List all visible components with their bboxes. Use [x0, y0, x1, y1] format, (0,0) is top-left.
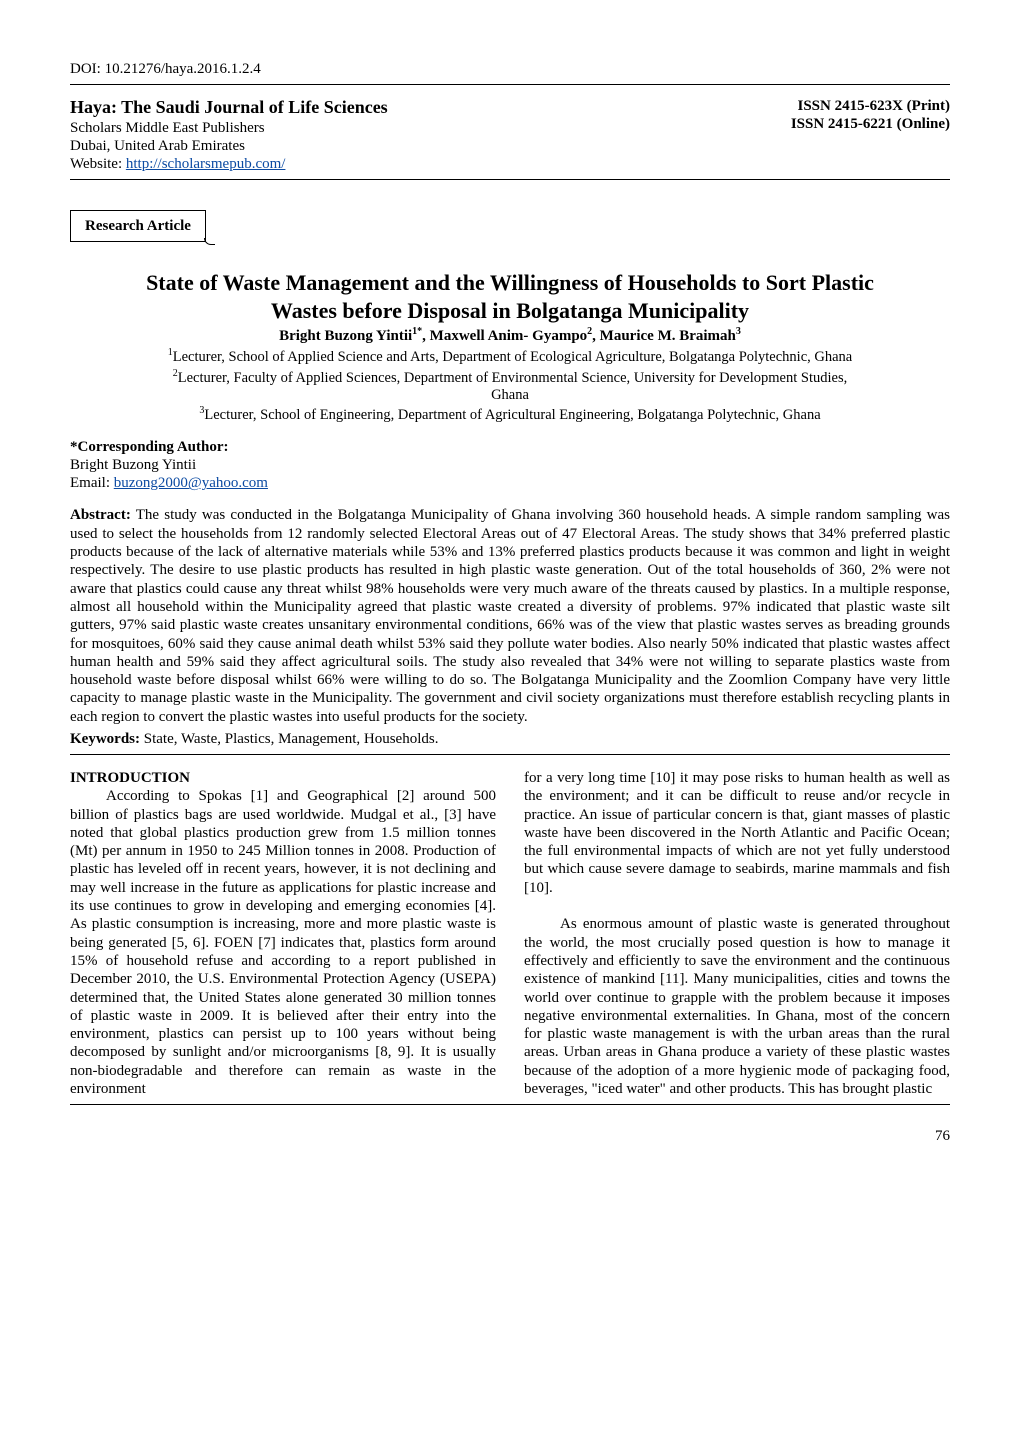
footer-rule: [70, 1104, 950, 1105]
top-rule: [70, 84, 950, 85]
right-paragraph-2: As enormous amount of plastic waste is g…: [524, 915, 950, 1098]
keywords-label: Keywords:: [70, 731, 140, 747]
right-paragraph-1: for a very long time [10] it may pose ri…: [524, 769, 950, 897]
publisher-location: Dubai, United Arab Emirates: [70, 137, 388, 155]
abstract-text: The study was conducted in the Bolgatang…: [70, 507, 950, 724]
column-right: for a very long time [10] it may pose ri…: [524, 769, 950, 1098]
paper-title-line2: Wastes before Disposal in Bolgatanga Mun…: [70, 298, 950, 324]
page-number: 76: [70, 1127, 950, 1145]
left-paragraph-1: According to Spokas [1] and Geographical…: [70, 787, 496, 1098]
header-bottom-rule: [70, 179, 950, 180]
abstract-block: Abstract: The study was conducted in the…: [70, 506, 950, 726]
keywords-text: State, Waste, Plastics, Management, Hous…: [140, 731, 438, 747]
website-label: Website:: [70, 156, 122, 172]
publisher: Scholars Middle East Publishers: [70, 119, 388, 137]
paper-title-line1: State of Waste Management and the Willin…: [70, 270, 950, 296]
journal-title: Haya: The Saudi Journal of Life Sciences: [70, 97, 388, 119]
issn-print: ISSN 2415-623X (Print): [791, 97, 950, 115]
corresponding-author-name: Bright Buzong Yintii: [70, 456, 950, 474]
affiliation-3: 3Lecturer, School of Engineering, Depart…: [70, 405, 950, 424]
corresponding-email-link[interactable]: buzong2000@yahoo.com: [114, 475, 268, 491]
affiliation-1: 1Lecturer, School of Applied Science and…: [70, 347, 950, 366]
body-columns: INTRODUCTION According to Spokas [1] and…: [70, 769, 950, 1098]
website-row: Website: http://scholarsmepub.com/: [70, 155, 388, 173]
affiliation-2: 2Lecturer, Faculty of Applied Sciences, …: [70, 368, 950, 405]
corresponding-author-label: *Corresponding Author:: [70, 438, 950, 456]
website-link[interactable]: http://scholarsmepub.com/: [126, 156, 286, 172]
doi-text: DOI: 10.21276/haya.2016.1.2.4: [70, 60, 950, 78]
header-block: Haya: The Saudi Journal of Life Sciences…: [70, 97, 950, 173]
header-right: ISSN 2415-623X (Print) ISSN 2415-6221 (O…: [791, 97, 950, 133]
corresponding-author-email-row: Email: buzong2000@yahoo.com: [70, 474, 950, 492]
authors-line: Bright Buzong Yintii1*, Maxwell Anim- Gy…: [70, 326, 950, 345]
section-head-introduction: INTRODUCTION: [70, 769, 496, 787]
header-left: Haya: The Saudi Journal of Life Sciences…: [70, 97, 388, 173]
article-type-badge: Research Article: [70, 210, 206, 242]
abstract-bottom-rule: [70, 754, 950, 755]
email-label: Email:: [70, 475, 110, 491]
keywords-block: Keywords: State, Waste, Plastics, Manage…: [70, 730, 950, 748]
issn-online: ISSN 2415-6221 (Online): [791, 115, 950, 133]
column-left: INTRODUCTION According to Spokas [1] and…: [70, 769, 496, 1098]
abstract-label: Abstract:: [70, 507, 131, 523]
